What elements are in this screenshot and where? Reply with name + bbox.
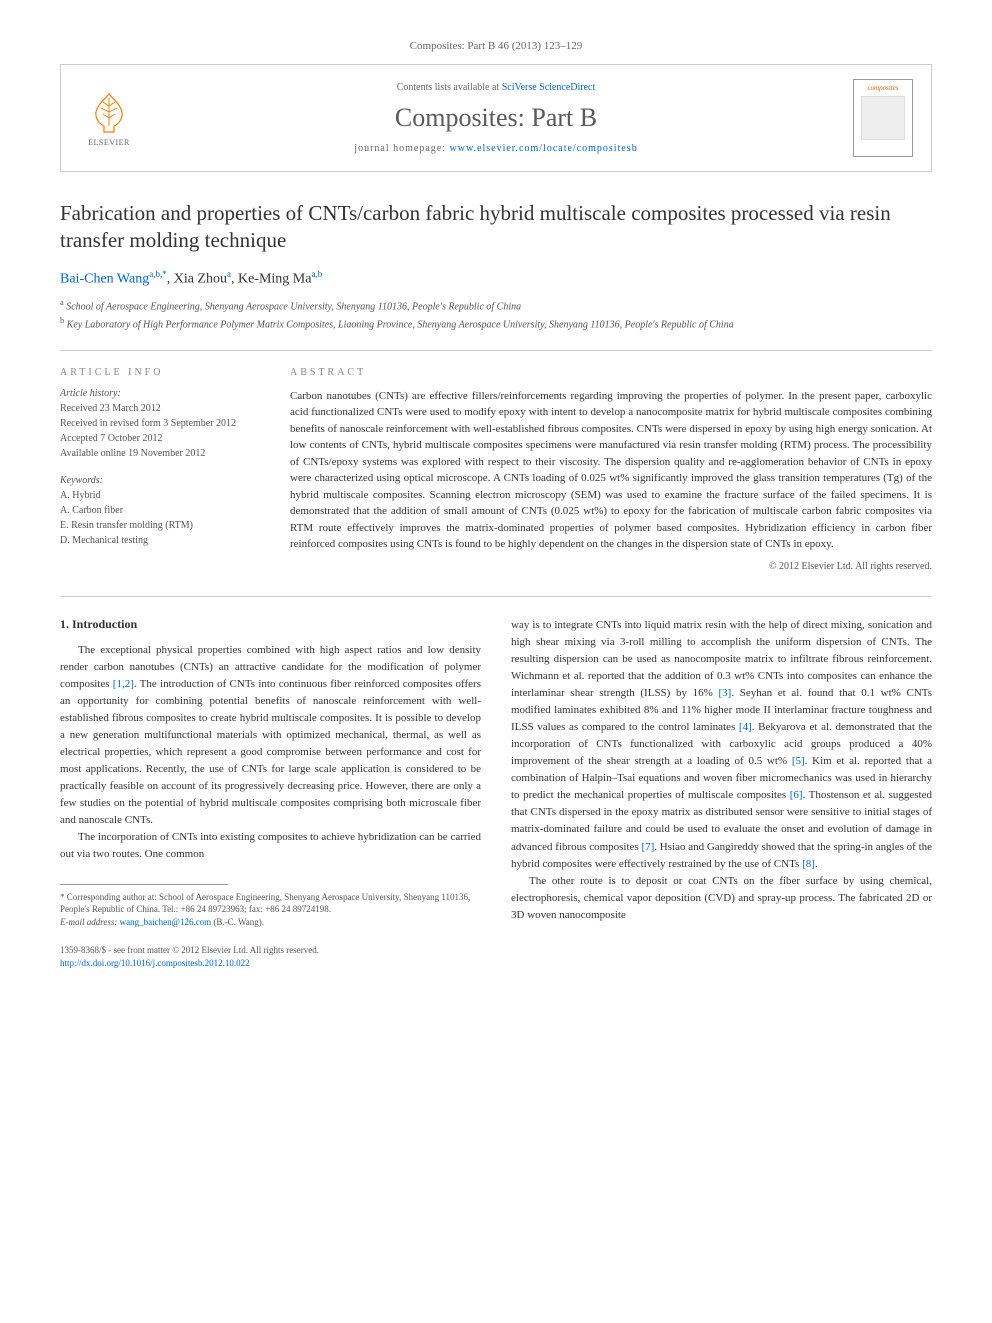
history-accepted: Accepted 7 October 2012 bbox=[60, 431, 260, 446]
elsevier-tree-icon bbox=[86, 90, 132, 136]
keyword-2: A. Carbon fiber bbox=[60, 503, 260, 518]
body-left-column: 1. Introduction The exceptional physical… bbox=[60, 617, 481, 928]
issn-line: 1359-8368/$ - see front matter © 2012 El… bbox=[60, 944, 932, 957]
history-revised: Received in revised form 3 September 201… bbox=[60, 416, 260, 431]
abstract-label: ABSTRACT bbox=[290, 367, 932, 378]
contents-prefix: Contents lists available at bbox=[397, 82, 502, 93]
footnote-divider bbox=[60, 884, 228, 885]
affiliation-b: Key Laboratory of High Performance Polym… bbox=[67, 319, 734, 330]
intro-para-1: The exceptional physical properties comb… bbox=[60, 642, 481, 830]
history-received: Received 23 March 2012 bbox=[60, 401, 260, 416]
intro-para-3: way is to integrate CNTs into liquid mat… bbox=[511, 617, 932, 873]
author-2-aff: a bbox=[227, 269, 231, 279]
author-1-corr[interactable]: * bbox=[162, 269, 167, 279]
history-online: Available online 19 November 2012 bbox=[60, 446, 260, 461]
journal-title: Composites: Part B bbox=[157, 103, 835, 133]
homepage-line: journal homepage: www.elsevier.com/locat… bbox=[157, 143, 835, 154]
ref-4[interactable]: [4] bbox=[739, 721, 752, 733]
author-3-aff: a,b bbox=[311, 269, 322, 279]
author-2: Xia Zhou bbox=[174, 271, 227, 286]
email-label: E-mail address: bbox=[60, 917, 120, 927]
contents-line: Contents lists available at SciVerse Sci… bbox=[157, 82, 835, 93]
journal-header: ELSEVIER Contents lists available at Sci… bbox=[60, 64, 932, 172]
abstract-column: ABSTRACT Carbon nanotubes (CNTs) are eff… bbox=[290, 367, 932, 572]
body-columns: 1. Introduction The exceptional physical… bbox=[60, 617, 932, 928]
email-note: E-mail address: wang_baichen@126.com (B.… bbox=[60, 916, 481, 929]
email-link[interactable]: wang_baichen@126.com bbox=[120, 917, 212, 927]
body-right-column: way is to integrate CNTs into liquid mat… bbox=[511, 617, 932, 928]
ref-8[interactable]: [8] bbox=[802, 858, 815, 870]
homepage-link[interactable]: www.elsevier.com/locate/compositesb bbox=[450, 143, 638, 154]
affiliations: a School of Aerospace Engineering, Sheny… bbox=[60, 297, 932, 332]
bottom-meta: 1359-8368/$ - see front matter © 2012 El… bbox=[60, 944, 932, 969]
ref-7[interactable]: [7] bbox=[641, 841, 654, 853]
article-info-label: ARTICLE INFO bbox=[60, 367, 260, 378]
history-label: Article history: bbox=[60, 388, 260, 399]
elsevier-name: ELSEVIER bbox=[88, 138, 130, 147]
ref-6[interactable]: [6] bbox=[790, 789, 803, 801]
citation-line: Composites: Part B 46 (2013) 123–129 bbox=[60, 40, 932, 52]
intro-para-4: The other route is to deposit or coat CN… bbox=[511, 873, 932, 924]
sciencedirect-link[interactable]: SciVerse ScienceDirect bbox=[502, 82, 596, 93]
author-1[interactable]: Bai-Chen Wang bbox=[60, 271, 149, 286]
corresponding-author-note: * Corresponding author at: School of Aer… bbox=[60, 891, 481, 916]
keywords-label: Keywords: bbox=[60, 475, 260, 486]
elsevier-logo: ELSEVIER bbox=[79, 88, 139, 148]
section-divider bbox=[60, 350, 932, 351]
cover-title: composites bbox=[867, 84, 898, 92]
authors-line: Bai-Chen Wanga,b,*, Xia Zhoua, Ke-Ming M… bbox=[60, 269, 932, 288]
keyword-3: E. Resin transfer molding (RTM) bbox=[60, 518, 260, 533]
homepage-prefix: journal homepage: bbox=[354, 143, 449, 154]
affiliation-a: School of Aerospace Engineering, Shenyan… bbox=[66, 302, 521, 313]
author-3: Ke-Ming Ma bbox=[238, 271, 312, 286]
section-divider-2 bbox=[60, 596, 932, 597]
abstract-text: Carbon nanotubes (CNTs) are effective fi… bbox=[290, 388, 932, 553]
article-info-column: ARTICLE INFO Article history: Received 2… bbox=[60, 367, 260, 572]
doi-base-link[interactable]: http://dx.doi.org/ bbox=[60, 958, 121, 968]
intro-heading: 1. Introduction bbox=[60, 617, 481, 632]
keyword-4: D. Mechanical testing bbox=[60, 533, 260, 548]
journal-cover: composites bbox=[853, 79, 913, 157]
ref-3[interactable]: [3] bbox=[719, 687, 732, 699]
ref-1-2[interactable]: [1,2] bbox=[113, 678, 134, 690]
cover-thumbnail bbox=[861, 96, 905, 140]
doi-link[interactable]: 10.1016/j.compositesb.2012.10.022 bbox=[121, 958, 250, 968]
intro-para-2: The incorporation of CNTs into existing … bbox=[60, 829, 481, 863]
article-title: Fabrication and properties of CNTs/carbo… bbox=[60, 200, 932, 255]
author-1-aff: a,b,* bbox=[149, 269, 167, 279]
abstract-copyright: © 2012 Elsevier Ltd. All rights reserved… bbox=[290, 561, 932, 572]
ref-5[interactable]: [5] bbox=[792, 755, 805, 767]
email-suffix: (B.-C. Wang). bbox=[211, 917, 264, 927]
keyword-1: A. Hybrid bbox=[60, 488, 260, 503]
